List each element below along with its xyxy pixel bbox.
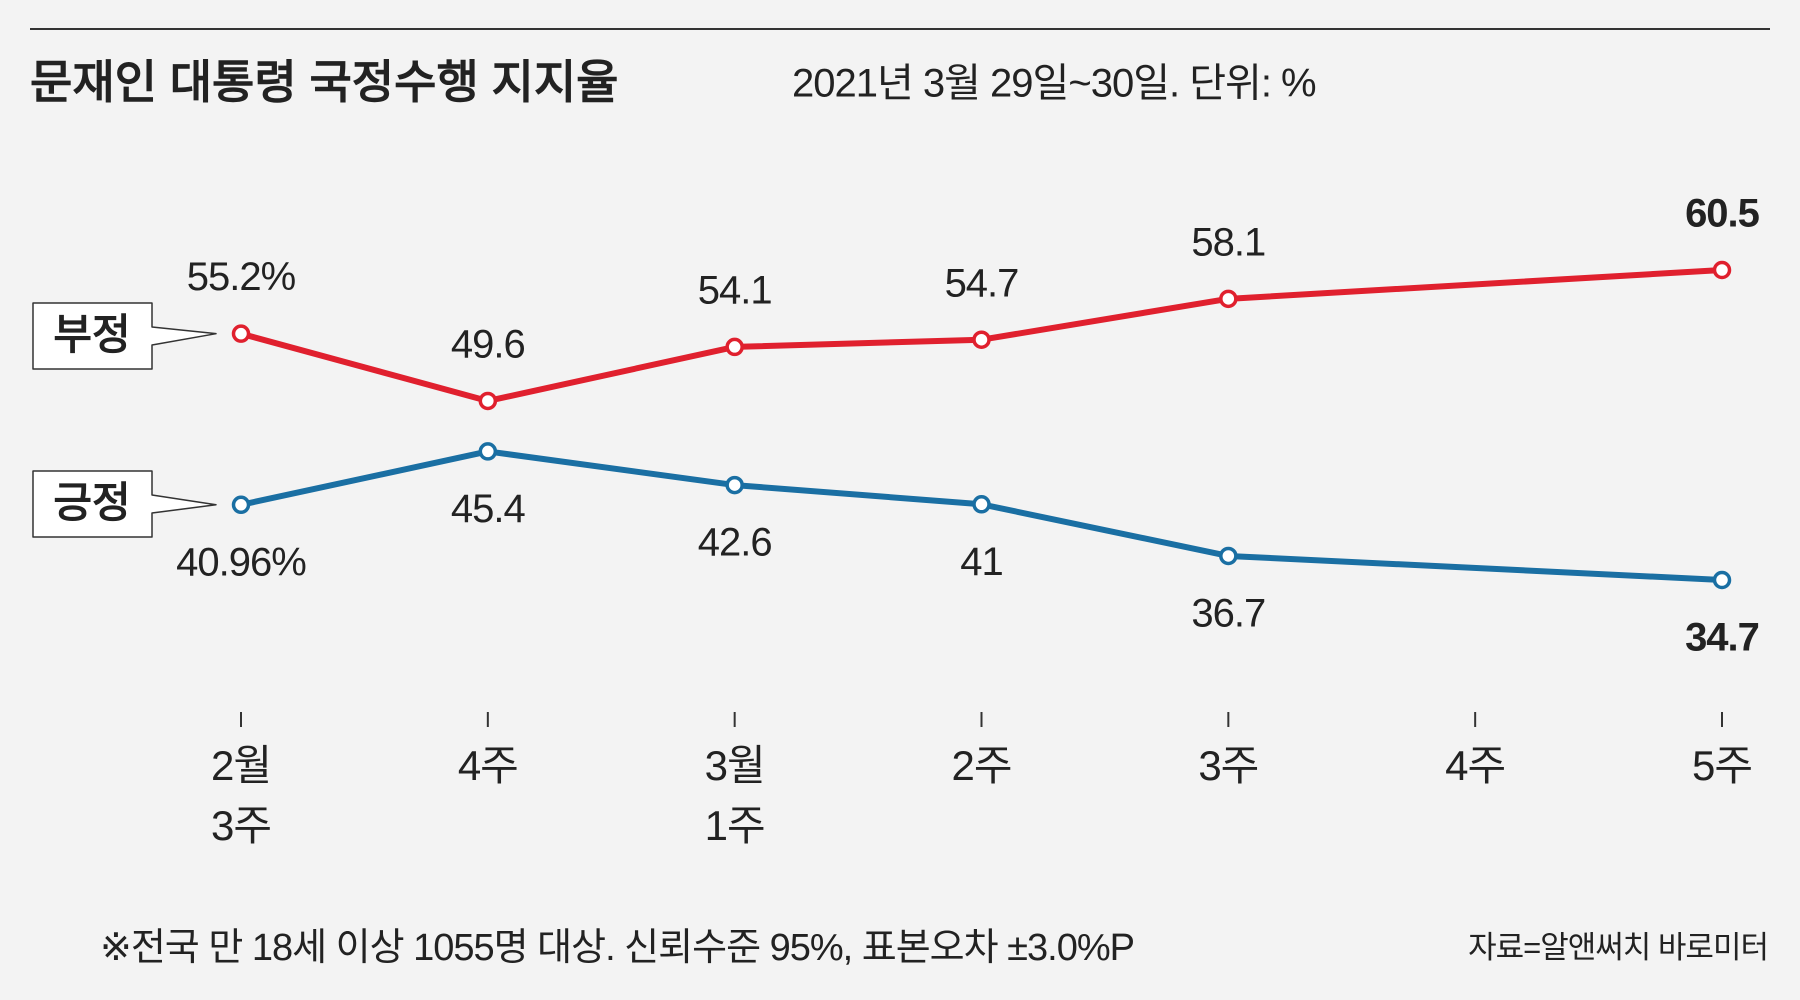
legend-label: 부정 [53,311,130,358]
footnote: ※전국 만 18세 이상 1055명 대상. 신뢰수준 95%, 표본오차 ±3… [100,927,1134,969]
x-tick-label: 2월 3주 [211,742,272,849]
value-label: 42.6 [698,521,772,565]
series-line [240,448,1723,583]
legend-box [32,302,217,370]
point [1219,289,1238,309]
point [972,495,991,514]
value-label: 40.96% [176,540,306,584]
point [725,475,744,495]
point [972,330,991,349]
value-label: 41 [960,540,1003,584]
point [1712,570,1732,590]
value-label: 54.1 [698,268,772,312]
point [231,324,251,343]
point [478,391,498,411]
value-label: 36.7 [1191,592,1265,636]
chart-subtitle: 2021년 3월 29일~30일. 단위: % [792,62,1316,106]
value-label: 34.7 [1685,616,1759,660]
value-label: 60.5 [1685,192,1760,236]
point [231,495,251,515]
point [725,337,744,357]
legend-box [32,470,217,538]
value-label: 45.4 [451,487,526,531]
x-tick-label: 3월 1주 [704,742,766,849]
chart-title: 문재인 대통령 국정수행 지지율 [30,56,619,108]
point [478,442,498,461]
point [1712,260,1732,280]
point [1219,546,1238,566]
x-tick-label: 5주 [1692,742,1753,789]
value-label: 55.2% [187,255,296,299]
x-tick-label: 3주 [1198,742,1259,789]
value-label: 58.1 [1191,220,1265,264]
series-line [240,267,1723,404]
x-tick-label: 4주 [1445,742,1506,789]
value-label: 49.6 [451,323,525,367]
x-tick-label: 4주 [457,742,519,789]
value-label: 54.7 [945,261,1019,305]
legend-label: 긍정 [53,479,130,526]
x-tick-label: 2주 [951,742,1013,789]
source: 자료=알앤써치 바로미터 [1468,930,1768,965]
